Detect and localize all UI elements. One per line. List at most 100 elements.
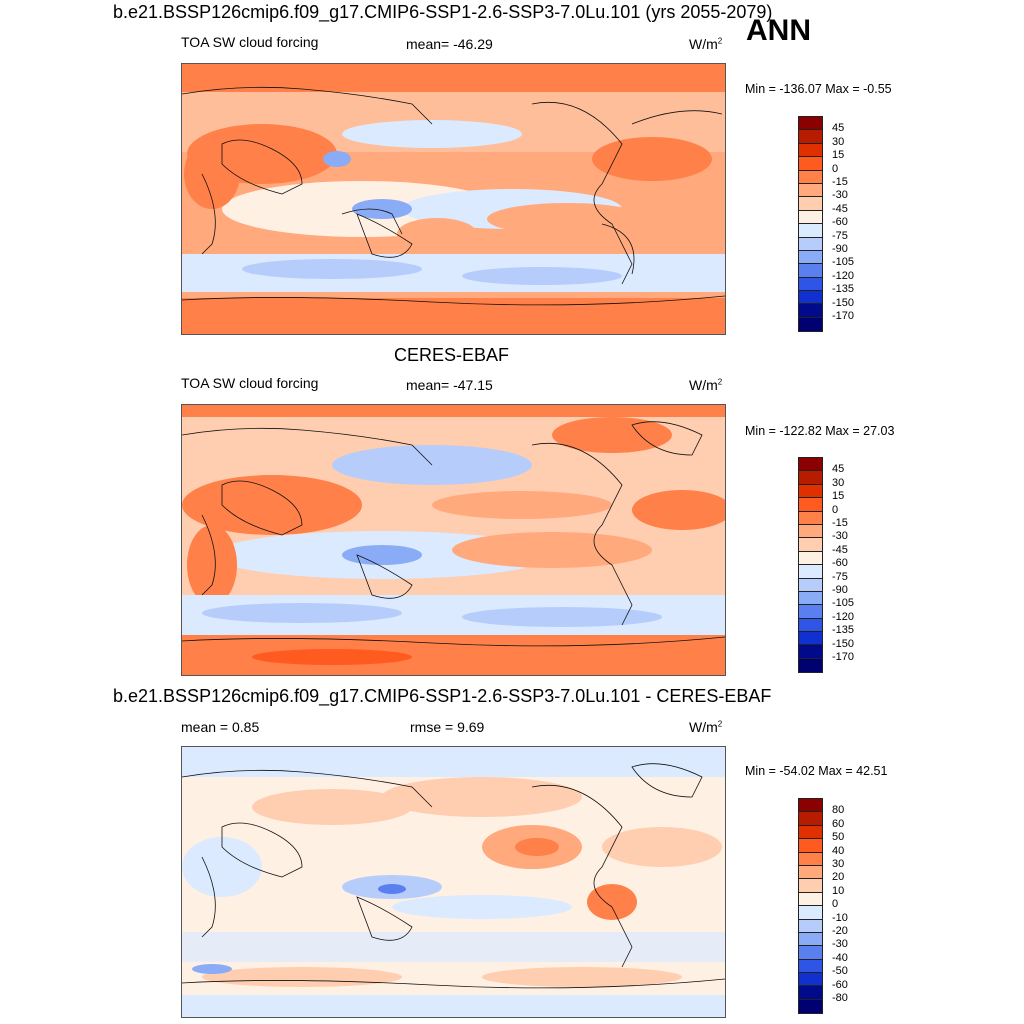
colorbar-cell [799, 511, 822, 525]
colorbar-tick-label: -60 [832, 216, 848, 229]
panel3-colorbar [798, 798, 823, 1015]
colorbar-cell [799, 458, 822, 472]
colorbar-tick-label: 45 [832, 122, 845, 135]
colorbar-cell [799, 839, 822, 853]
colorbar-tick-label: -45 [832, 543, 848, 556]
colorbar-tick-label: -60 [832, 557, 848, 570]
panel2-units: W/m2 [689, 377, 723, 393]
colorbar-tick-label: 60 [832, 817, 845, 830]
panel1-colorbar [798, 116, 823, 333]
colorbar-tick-label: 50 [832, 831, 845, 844]
colorbar-tick-label: -30 [832, 189, 848, 202]
colorbar-tick-label: -45 [832, 202, 848, 215]
colorbar-tick-label: -75 [832, 229, 848, 242]
panel3-title: b.e21.BSSP126cmip6.f09_g17.CMIP6-SSP1-2.… [113, 686, 772, 706]
colorbar-cell [799, 317, 822, 332]
colorbar-tick-label: 10 [832, 884, 845, 897]
colorbar-cell [799, 932, 822, 947]
panel2-mean-label: mean= -47.15 [406, 377, 493, 393]
colorbar-cell [799, 304, 822, 318]
colorbar-cell [799, 959, 822, 974]
colorbar-cell [799, 291, 822, 305]
colorbar-tick-label: -90 [832, 243, 848, 255]
colorbar-tick-label: 0 [832, 503, 839, 516]
colorbar-tick-label: 20 [832, 871, 845, 884]
colorbar-tick-label: 80 [832, 804, 845, 817]
colorbar-tick-label: -90 [832, 584, 848, 596]
colorbar-cell [799, 250, 822, 265]
panel2-colorbar [798, 457, 823, 674]
panel3-units: W/m2 [689, 719, 723, 735]
colorbar-cell [799, 157, 822, 171]
colorbar-cell [799, 117, 822, 131]
colorbar-tick-label: 40 [832, 844, 845, 857]
colorbar-cell [799, 632, 822, 646]
colorbar-tick-label: -170 [832, 651, 855, 663]
colorbar-tick-label: -105 [832, 256, 855, 269]
colorbar-tick-label: -75 [832, 570, 848, 583]
colorbar-cell [799, 799, 822, 813]
colorbar-cell [799, 578, 822, 592]
colorbar-cell [799, 852, 822, 866]
colorbar-cell [799, 224, 822, 238]
colorbar-tick-label: -135 [832, 624, 855, 637]
colorbar-tick-label: -20 [832, 925, 848, 937]
colorbar-tick-label: 45 [832, 463, 845, 476]
colorbar-cell [799, 865, 822, 880]
colorbar-tick-label: 30 [832, 135, 845, 148]
colorbar-cell [799, 170, 822, 184]
colorbar-cell [799, 946, 822, 960]
colorbar-cell [799, 130, 822, 144]
colorbar-cell [799, 605, 822, 619]
colorbar-cell [799, 210, 822, 225]
panel3-rmse-label: rmse = 9.69 [410, 719, 485, 735]
panel2-map-field [182, 405, 725, 675]
colorbar-tick-label: 15 [832, 149, 845, 162]
colorbar-cell [799, 277, 822, 292]
colorbar-cell [799, 471, 822, 485]
colorbar-cell [799, 538, 822, 552]
colorbar-tick-label: 0 [832, 898, 839, 911]
panel1-units: W/m2 [689, 36, 723, 52]
colorbar-tick-label: 0 [832, 162, 839, 175]
colorbar-cell [799, 879, 822, 893]
panel3-map-field [182, 747, 725, 1017]
colorbar-tick-label: -60 [832, 978, 848, 991]
colorbar-cell [799, 973, 822, 987]
panel2-title: CERES-EBAF [394, 345, 510, 365]
colorbar-tick-label: -80 [832, 992, 848, 1004]
panel2-variable-label: TOA SW cloud forcing [181, 375, 319, 391]
colorbar-cell [799, 658, 822, 673]
colorbar-cell [799, 197, 822, 211]
colorbar-cell [799, 183, 822, 198]
panel1-map-field [182, 64, 725, 334]
colorbar-cell [799, 498, 822, 512]
colorbar-cell [799, 812, 822, 826]
panel1-title: b.e21.BSSP126cmip6.f09_g17.CMIP6-SSP1-2.… [113, 2, 773, 22]
season-label: ANN [746, 14, 811, 47]
panel1-minmax: Min = -136.07 Max = -0.55 [745, 82, 892, 96]
panel1-map [181, 63, 726, 335]
colorbar-tick-label: -30 [832, 530, 848, 543]
panel3-minmax: Min = -54.02 Max = 42.51 [745, 764, 888, 778]
colorbar-cell [799, 906, 822, 920]
colorbar-cell [799, 565, 822, 579]
colorbar-cell [799, 825, 822, 840]
colorbar-cell [799, 264, 822, 278]
colorbar-tick-label: 15 [832, 490, 845, 503]
colorbar-tick-label: -150 [832, 296, 855, 309]
colorbar-tick-label: -135 [832, 283, 855, 296]
colorbar-tick-label: -150 [832, 637, 855, 650]
colorbar-tick-label: 30 [832, 858, 845, 870]
colorbar-cell [799, 143, 822, 158]
panel3-map [181, 746, 726, 1018]
colorbar-tick-label: -10 [832, 911, 848, 924]
colorbar-tick-label: -15 [832, 517, 848, 529]
panel2-map [181, 404, 726, 676]
colorbar-cell [799, 591, 822, 606]
panel1-variable-label: TOA SW cloud forcing [181, 34, 319, 50]
colorbar-cell [799, 237, 822, 251]
colorbar-cell [799, 986, 822, 1000]
colorbar-tick-label: -105 [832, 597, 855, 610]
colorbar-cell [799, 618, 822, 633]
